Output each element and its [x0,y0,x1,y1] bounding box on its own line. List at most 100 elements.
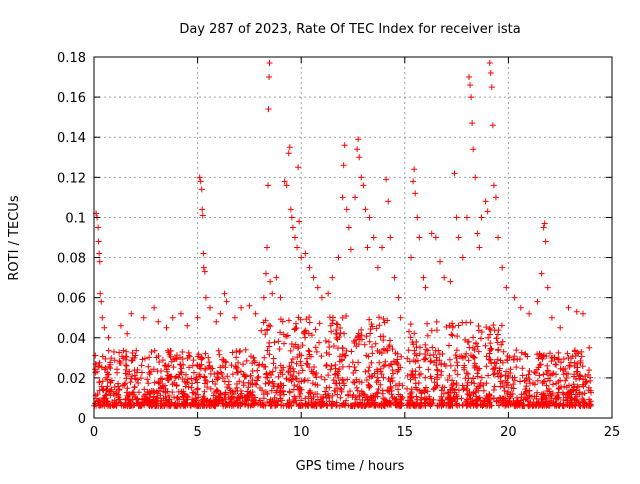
data-point [495,234,502,241]
data-point [194,314,201,321]
data-point [225,378,232,385]
data-point [153,400,160,407]
data-point [499,380,506,387]
data-point [375,377,382,384]
data-point [468,379,475,386]
data-point [341,382,348,389]
data-point [312,344,319,351]
data-point [302,327,309,334]
data-point [410,357,417,364]
data-point [190,357,197,364]
y-tick-label: 0.14 [57,131,86,146]
data-point [294,383,301,390]
data-point [374,264,381,271]
data-point [286,388,293,395]
data-point [155,318,162,325]
data-point [304,355,311,362]
data-point [148,402,155,409]
data-point [123,375,130,382]
data-point [257,385,264,392]
data-point [265,380,272,387]
data-point [358,388,365,395]
data-point [395,391,402,398]
data-point [475,348,482,355]
data-point [321,376,328,383]
data-point [262,317,269,324]
data-point [471,380,478,387]
data-point [341,330,348,337]
data-point [286,144,293,151]
data-point [487,331,494,338]
data-point [549,381,556,388]
data-point [286,363,293,370]
data-point [380,400,387,407]
data-point [275,373,282,380]
data-point [301,377,308,384]
data-point [291,393,298,400]
data-point [308,332,315,339]
data-point [254,375,261,382]
data-point [229,371,236,378]
data-point [113,390,120,397]
data-point [347,246,354,253]
data-point [267,398,274,405]
data-point [422,355,429,362]
data-point [366,338,373,345]
y-tick-label: 0 [78,412,86,427]
data-point [448,331,455,338]
data-point [438,368,445,375]
data-point [460,364,467,371]
data-point [291,382,298,389]
data-point [314,382,321,389]
data-point [104,383,111,390]
data-point [344,391,351,398]
data-point [510,355,517,362]
data-point [412,190,419,197]
data-point [151,379,158,386]
data-point [490,322,497,329]
data-point [491,383,498,390]
data-point [517,378,524,385]
data-point [417,370,424,377]
data-point [351,364,358,371]
data-point [249,388,256,395]
data-point [370,234,377,241]
data-point [296,351,303,358]
x-tick-label: 15 [397,425,414,440]
data-point [454,371,461,378]
data-point [377,333,384,340]
data-point [155,380,162,387]
data-point [198,356,205,363]
data-point [485,334,492,341]
data-point [153,354,160,361]
data-point [546,350,553,357]
data-point [491,370,498,377]
data-point [245,384,252,391]
data-point [491,365,498,372]
data-point [470,389,477,396]
data-point [511,400,518,407]
data-point [436,357,443,364]
data-point [509,390,516,397]
data-point [222,358,229,365]
data-point [434,376,441,383]
data-point [129,373,136,380]
data-point [117,399,124,406]
data-point [336,366,343,373]
y-axis-label: ROTI / TECUs [7,195,22,280]
data-point [447,278,454,285]
data-point [339,377,346,384]
data-point [157,392,164,399]
data-point [373,390,380,397]
data-point [229,388,236,395]
data-point [145,380,152,387]
data-point [139,396,146,403]
data-point [553,401,560,408]
data-point [441,274,448,281]
data-point [566,363,573,370]
data-point [297,402,304,409]
data-point [463,319,470,326]
data-point [174,394,181,401]
data-point [438,402,445,409]
data-point [431,379,438,386]
